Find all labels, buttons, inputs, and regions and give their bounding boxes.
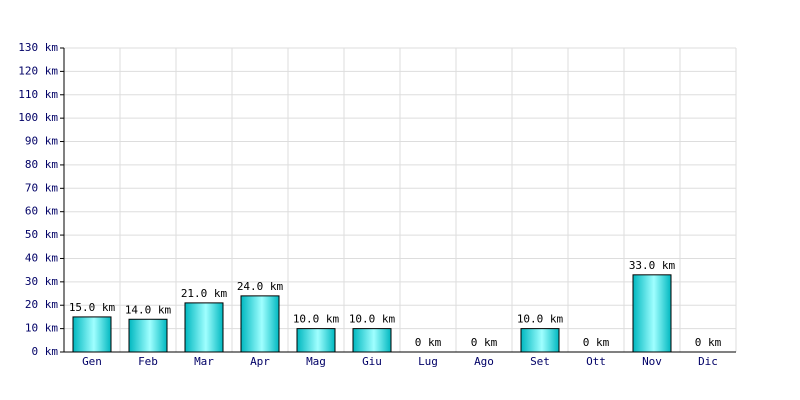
value-label: 10.0 km xyxy=(349,313,396,326)
y-tick-label: 100 km xyxy=(18,111,58,124)
bar xyxy=(632,274,672,353)
value-label: 0 km xyxy=(471,336,498,349)
y-tick-label: 30 km xyxy=(25,275,58,288)
y-tick-label: 70 km xyxy=(25,181,58,194)
y-tick-label: 130 km xyxy=(18,41,58,54)
x-tick-label: Mar xyxy=(194,355,214,368)
y-tick-label: 90 km xyxy=(25,135,58,148)
value-label: 0 km xyxy=(695,336,722,349)
y-tick-label: 50 km xyxy=(25,228,58,241)
value-label: 10.0 km xyxy=(517,313,564,326)
bar xyxy=(184,302,224,353)
x-tick-label: Mag xyxy=(306,355,326,368)
value-label: 10.0 km xyxy=(293,313,340,326)
value-label: 24.0 km xyxy=(237,280,284,293)
y-tick-label: 10 km xyxy=(25,322,58,335)
y-tick-label: 110 km xyxy=(18,88,58,101)
bar xyxy=(240,295,280,353)
x-tick-label: Apr xyxy=(250,355,270,368)
bar xyxy=(72,316,112,353)
x-tick-label: Ago xyxy=(474,355,494,368)
x-tick-label: Ott xyxy=(586,355,606,368)
y-tick-label: 0 km xyxy=(32,345,59,358)
value-label: 14.0 km xyxy=(125,303,172,316)
y-tick-label: 120 km xyxy=(18,64,58,77)
y-tick-label: 80 km xyxy=(25,158,58,171)
x-tick-label: Set xyxy=(530,355,550,368)
value-label: 0 km xyxy=(415,336,442,349)
y-tick-label: 40 km xyxy=(25,251,58,264)
x-tick-label: Feb xyxy=(138,355,158,368)
value-label: 0 km xyxy=(583,336,610,349)
bar xyxy=(296,328,336,353)
x-tick-label: Giu xyxy=(362,355,382,368)
bar xyxy=(128,318,168,353)
x-tick-label: Lug xyxy=(418,355,438,368)
y-tick-label: 20 km xyxy=(25,298,58,311)
bar xyxy=(520,328,560,353)
value-label: 15.0 km xyxy=(69,301,116,314)
bar xyxy=(352,328,392,353)
value-label: 21.0 km xyxy=(181,287,228,300)
x-tick-label: Dic xyxy=(698,355,718,368)
x-tick-label: Gen xyxy=(82,355,102,368)
value-label: 33.0 km xyxy=(629,259,676,272)
x-tick-label: Nov xyxy=(642,355,662,368)
y-tick-label: 60 km xyxy=(25,205,58,218)
